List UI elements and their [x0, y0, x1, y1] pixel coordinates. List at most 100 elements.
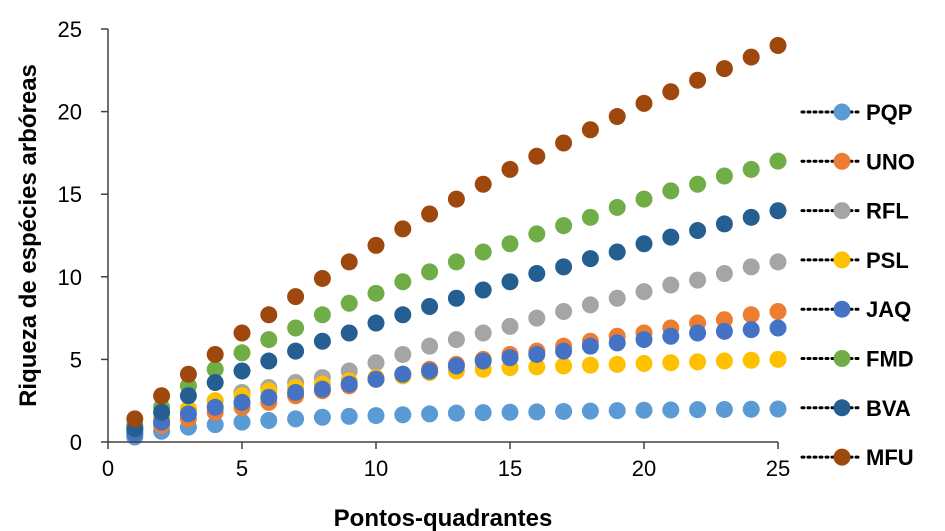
data-point-bva	[313, 332, 331, 350]
data-point-mfu	[153, 387, 171, 405]
data-point-fmd	[421, 263, 439, 281]
data-point-rfl	[608, 289, 626, 307]
y-tick-label: 0	[70, 430, 82, 455]
data-point-fmd	[287, 319, 305, 337]
data-point-mfu	[206, 345, 224, 363]
legend: PQP UNO RFL PSL JAQ FMD BVA MFU	[800, 100, 915, 470]
data-point-mfu	[501, 160, 519, 178]
data-point-jaq	[742, 321, 760, 339]
legend-label: PQP	[866, 100, 912, 125]
data-point-mfu	[742, 48, 760, 66]
legend-marker	[833, 399, 851, 417]
data-point-mfu	[233, 324, 251, 342]
series-bva	[126, 202, 787, 438]
data-point-mfu	[474, 175, 492, 193]
data-point-jaq	[447, 357, 465, 375]
data-point-pqp	[474, 404, 492, 422]
data-point-bva	[742, 208, 760, 226]
data-point-pqp	[260, 412, 278, 430]
data-point-rfl	[662, 276, 680, 294]
data-point-pqp	[635, 401, 653, 419]
data-point-pqp	[715, 400, 733, 418]
data-point-bva	[501, 273, 519, 291]
data-point-rfl	[635, 283, 653, 301]
data-point-bva	[179, 387, 197, 405]
data-point-psl	[662, 354, 680, 372]
data-point-rfl	[501, 317, 519, 335]
data-point-pqp	[555, 402, 573, 420]
legend-label: BVA	[866, 396, 911, 421]
legend-item-rfl: RFL	[800, 199, 909, 224]
legend-item-jaq: JAQ	[800, 297, 911, 322]
data-point-bva	[233, 362, 251, 380]
data-point-mfu	[340, 253, 358, 271]
data-point-bva	[689, 222, 707, 240]
data-point-fmd	[447, 253, 465, 271]
data-point-rfl	[742, 258, 760, 276]
data-point-mfu	[287, 288, 305, 306]
data-point-mfu	[313, 269, 331, 287]
y-tick-label: 25	[58, 17, 82, 42]
data-point-bva	[715, 215, 733, 233]
data-point-pqp	[447, 404, 465, 422]
legend-marker	[833, 251, 851, 269]
y-axis-ticks: 0 5 10 15 20 25	[58, 17, 108, 455]
data-point-fmd	[313, 306, 331, 324]
data-point-bva	[474, 281, 492, 299]
data-point-fmd	[742, 160, 760, 178]
data-point-mfu	[689, 71, 707, 89]
data-point-jaq	[662, 327, 680, 345]
data-point-jaq	[501, 349, 519, 367]
data-point-mfu	[126, 410, 144, 428]
data-point-bva	[581, 250, 599, 268]
legend-item-mfu: MFU	[800, 445, 914, 470]
data-point-rfl	[581, 296, 599, 314]
legend-label: RFL	[866, 199, 909, 224]
legend-marker	[833, 300, 851, 318]
data-point-uno	[742, 306, 760, 324]
data-point-rfl	[421, 337, 439, 355]
data-point-psl	[689, 353, 707, 371]
data-point-pqp	[367, 407, 385, 425]
data-point-mfu	[421, 205, 439, 223]
data-point-fmd	[367, 284, 385, 302]
x-tick-label: 0	[102, 456, 114, 481]
x-tick-label: 15	[498, 456, 522, 481]
data-point-jaq	[313, 380, 331, 398]
legend-item-psl: PSL	[800, 248, 909, 273]
data-point-fmd	[608, 198, 626, 216]
data-point-mfu	[555, 134, 573, 152]
data-point-jaq	[233, 393, 251, 411]
data-point-bva	[555, 258, 573, 276]
data-point-jaq	[206, 398, 224, 416]
legend-item-uno: UNO	[800, 149, 915, 174]
x-tick-label: 5	[236, 456, 248, 481]
series-mfu	[126, 37, 787, 428]
data-point-rfl	[555, 302, 573, 320]
data-point-pqp	[742, 400, 760, 418]
data-point-fmd	[394, 273, 412, 291]
data-point-mfu	[447, 190, 465, 208]
data-point-jaq	[769, 319, 787, 337]
data-point-rfl	[689, 271, 707, 289]
data-point-rfl	[528, 309, 546, 327]
data-point-fmd	[260, 331, 278, 349]
data-point-fmd	[581, 208, 599, 226]
data-point-mfu	[528, 147, 546, 165]
legend-item-pqp: PQP	[800, 100, 912, 125]
legend-marker	[833, 152, 851, 170]
data-point-jaq	[340, 375, 358, 393]
data-point-bva	[447, 289, 465, 307]
data-point-mfu	[662, 83, 680, 101]
data-point-psl	[769, 350, 787, 368]
data-point-jaq	[287, 383, 305, 401]
data-point-jaq	[528, 345, 546, 363]
plot-area	[126, 37, 787, 446]
data-point-bva	[367, 314, 385, 332]
data-point-mfu	[394, 220, 412, 238]
data-point-rfl	[394, 345, 412, 363]
data-point-jaq	[260, 388, 278, 406]
data-point-mfu	[769, 37, 787, 55]
data-point-bva	[608, 243, 626, 261]
